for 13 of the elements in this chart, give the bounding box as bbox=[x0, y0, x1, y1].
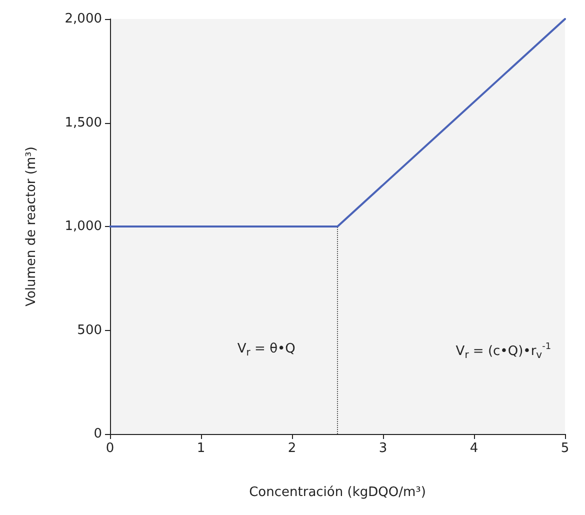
y-tick-label: 2,000 bbox=[64, 12, 102, 26]
x-tick-label: 4 bbox=[470, 441, 478, 456]
x-tick-label: 1 bbox=[196, 441, 206, 456]
y-tick-label: 0 bbox=[94, 426, 102, 442]
y-tick-label: 1,500 bbox=[64, 115, 102, 130]
y-tick-label: 500 bbox=[77, 322, 102, 338]
y-tick-label: 1,000 bbox=[64, 219, 102, 234]
x-axis-title: Concentración (kgDQO/m³) bbox=[249, 485, 426, 500]
x-tick-label: 3 bbox=[378, 441, 388, 456]
x-tick-label: 0 bbox=[106, 441, 114, 456]
x-tick-label: 5 bbox=[560, 441, 570, 456]
y-axis-title: Volumen de reactor (m³) bbox=[24, 146, 39, 306]
x-tick-label: 2 bbox=[288, 441, 296, 456]
